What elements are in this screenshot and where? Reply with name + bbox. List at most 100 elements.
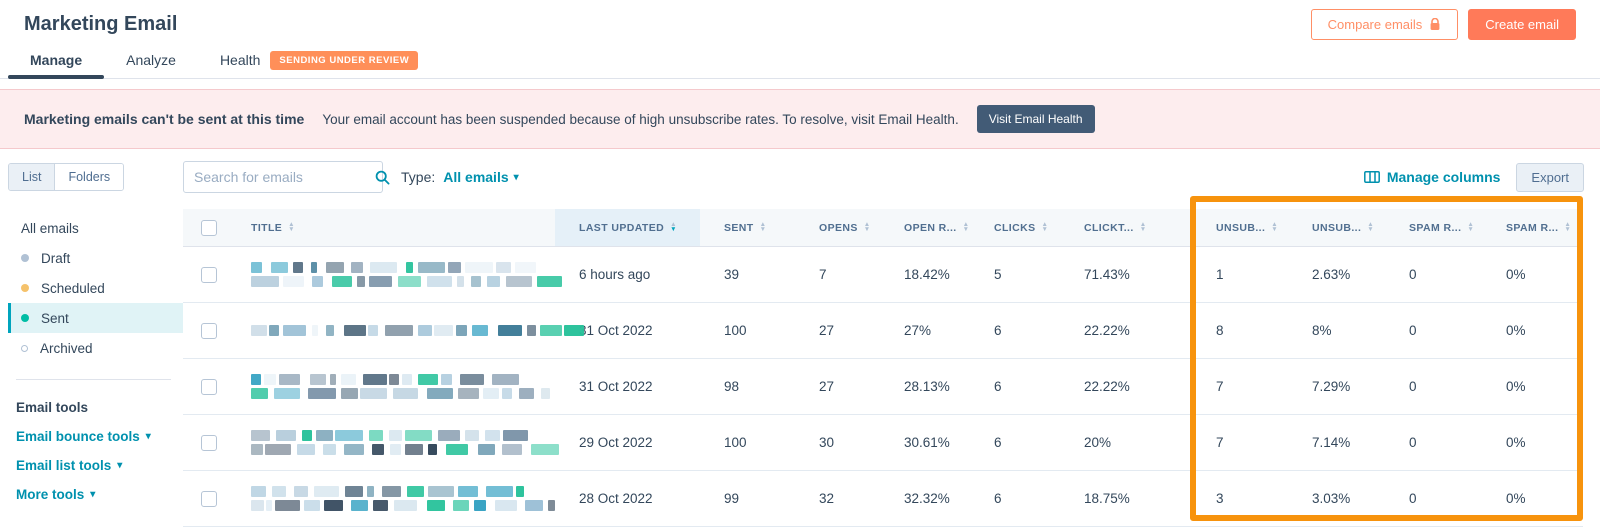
sidebar-item-all-emails[interactable]: All emails bbox=[8, 213, 183, 243]
visit-email-health-button[interactable]: Visit Email Health bbox=[976, 105, 1095, 133]
cell-clickthrough: 22.22% bbox=[1084, 323, 1130, 338]
email-tools-links: Email bounce tools ▾ Email list tools ▾ More… bbox=[8, 429, 183, 502]
email-title-redacted[interactable] bbox=[235, 322, 584, 339]
cell-clicks: 6 bbox=[994, 323, 1002, 338]
column-header-sent[interactable]: SENT ▲ ▼ bbox=[724, 221, 767, 234]
table-row: 31 Oct 2022 100 27 27% 6 22.22% 8 8% 0 0… bbox=[183, 303, 1583, 359]
cell-spam-rate: 0% bbox=[1506, 491, 1526, 506]
cell-spam-reports: 0 bbox=[1409, 491, 1417, 506]
cell-opens: 30 bbox=[819, 435, 835, 450]
sort-icon: ▲ ▼ bbox=[962, 221, 970, 233]
table-row: 31 Oct 2022 98 27 28.13% 6 22.22% 7 7.29… bbox=[183, 359, 1583, 415]
cell-unsubscribe-rate: 7.29% bbox=[1312, 379, 1351, 394]
sort-icon: ▲ ▼ bbox=[1271, 221, 1279, 233]
search-icon[interactable] bbox=[375, 170, 390, 185]
cell-spam-rate: 0% bbox=[1506, 379, 1526, 394]
cell-unsubscribed: 3 bbox=[1216, 491, 1224, 506]
tool-link-email-list-tools[interactable]: Email list tools ▾ bbox=[16, 458, 123, 473]
row-checkbox[interactable] bbox=[201, 266, 217, 283]
cell-sent: 98 bbox=[724, 379, 740, 394]
tab-analyze[interactable]: Analyze bbox=[126, 52, 176, 68]
column-header-opens[interactable]: OPENS ▲ ▼ bbox=[819, 221, 871, 234]
sort-icon: ▲ ▼ bbox=[1564, 221, 1572, 233]
cell-unsubscribe-rate: 8% bbox=[1312, 323, 1332, 338]
column-header-unsubscribe-rate[interactable]: UNSUB... ▲ ▼ bbox=[1312, 221, 1375, 234]
email-title-redacted[interactable] bbox=[235, 483, 555, 514]
chevron-down-icon: ▾ bbox=[117, 460, 123, 471]
topbar-actions: Compare emails Create email bbox=[1310, 8, 1576, 40]
email-title-redacted[interactable] bbox=[235, 427, 559, 458]
table-header-row: TITLE ▲ ▼ LAST UPDATED ▲ ▼ SENT ▲ ▼ OPENS ▲ ▼ OP… bbox=[183, 209, 1583, 247]
compare-emails-button[interactable]: Compare emails bbox=[1310, 8, 1459, 40]
lock-icon bbox=[1429, 17, 1441, 31]
tab-bar: Manage Analyze Health SENDING UNDER REVI… bbox=[0, 42, 1600, 79]
sidebar-item-label: Archived bbox=[40, 340, 93, 356]
column-header-clicks[interactable]: CLICKS ▲ ▼ bbox=[994, 221, 1049, 234]
create-email-button[interactable]: Create email bbox=[1468, 8, 1576, 40]
view-toggle: List Folders bbox=[8, 163, 125, 191]
cell-spam-rate: 0% bbox=[1506, 435, 1526, 450]
row-checkbox[interactable] bbox=[201, 322, 217, 339]
cell-spam-reports: 0 bbox=[1409, 435, 1417, 450]
cell-opens: 27 bbox=[819, 379, 835, 394]
view-toggle-list[interactable]: List bbox=[9, 164, 56, 190]
sidebar-item-draft[interactable]: Draft bbox=[8, 243, 183, 273]
search-input[interactable] bbox=[194, 169, 375, 185]
tool-link-more-tools[interactable]: More tools ▾ bbox=[16, 487, 96, 502]
sidebar-item-scheduled[interactable]: Scheduled bbox=[8, 273, 183, 303]
cell-sent: 39 bbox=[724, 267, 740, 282]
alert-message: Your email account has been suspended be… bbox=[322, 111, 959, 127]
column-header-unsubscribed[interactable]: UNSUB... ▲ ▼ bbox=[1216, 221, 1279, 234]
view-toggle-folders[interactable]: Folders bbox=[55, 164, 124, 190]
cell-unsubscribed: 1 bbox=[1216, 267, 1224, 282]
main-panel: Type: All emails ▾ Manage columns Export bbox=[183, 161, 1584, 527]
sort-icon: ▲ ▼ bbox=[670, 221, 677, 233]
email-title-redacted[interactable] bbox=[235, 371, 555, 402]
cell-open-rate: 18.42% bbox=[904, 267, 950, 282]
cell-sent: 99 bbox=[724, 491, 740, 506]
cell-clickthrough: 18.75% bbox=[1084, 491, 1130, 506]
sort-icon: ▲ ▼ bbox=[863, 221, 871, 233]
sidebar-item-label: Scheduled bbox=[41, 280, 105, 296]
column-header-last-updated[interactable]: LAST UPDATED ▲ ▼ bbox=[555, 209, 700, 246]
sidebar-item-sent[interactable]: Sent bbox=[8, 303, 183, 333]
cell-unsubscribe-rate: 2.63% bbox=[1312, 267, 1351, 282]
row-checkbox[interactable] bbox=[201, 490, 217, 507]
cell-last-updated: 6 hours ago bbox=[579, 267, 651, 282]
row-checkbox[interactable] bbox=[201, 434, 217, 451]
cell-unsubscribe-rate: 7.14% bbox=[1312, 435, 1351, 450]
export-button[interactable]: Export bbox=[1516, 162, 1584, 192]
cell-unsubscribed: 7 bbox=[1216, 435, 1224, 450]
sort-icon: ▲ ▼ bbox=[1467, 221, 1475, 233]
column-header-open-rate[interactable]: OPEN R... ▲ ▼ bbox=[904, 221, 970, 234]
column-header-spam-reports[interactable]: SPAM R... ▲ ▼ bbox=[1409, 221, 1475, 234]
tab-manage[interactable]: Manage bbox=[8, 42, 105, 79]
sort-icon: ▲ ▼ bbox=[288, 221, 296, 233]
table-toolbar: Type: All emails ▾ Manage columns Export bbox=[183, 161, 1584, 193]
cell-spam-reports: 0 bbox=[1409, 267, 1417, 282]
email-title-redacted[interactable] bbox=[235, 259, 562, 290]
cell-last-updated: 31 Oct 2022 bbox=[579, 323, 653, 338]
tool-link-email-bounce-tools[interactable]: Email bounce tools ▾ bbox=[16, 429, 151, 444]
sort-icon: ▲ ▼ bbox=[759, 221, 767, 233]
type-label: Type: bbox=[401, 169, 436, 185]
column-header-spam-rate[interactable]: SPAM R... ▲ ▼ bbox=[1506, 221, 1572, 234]
column-header-title[interactable]: TITLE ▲ ▼ bbox=[251, 221, 296, 234]
tab-health[interactable]: Health SENDING UNDER REVIEW bbox=[198, 42, 440, 78]
cell-clickthrough: 22.22% bbox=[1084, 379, 1130, 394]
cell-sent: 100 bbox=[724, 323, 747, 338]
column-header-clickthrough[interactable]: CLICKT... ▲ ▼ bbox=[1084, 221, 1147, 234]
cell-unsubscribed: 8 bbox=[1216, 323, 1224, 338]
select-all-checkbox[interactable] bbox=[201, 219, 217, 236]
status-dot bbox=[21, 314, 29, 322]
cell-opens: 32 bbox=[819, 491, 835, 506]
manage-columns-button[interactable]: Manage columns bbox=[1363, 169, 1500, 185]
cell-spam-rate: 0% bbox=[1506, 323, 1526, 338]
row-checkbox[interactable] bbox=[201, 378, 217, 395]
chevron-down-icon: ▾ bbox=[145, 431, 151, 442]
page-title: Marketing Email bbox=[24, 12, 178, 35]
type-filter-dropdown[interactable]: All emails ▾ bbox=[443, 169, 519, 185]
sidebar-item-label: Draft bbox=[41, 250, 71, 266]
sidebar-item-archived[interactable]: Archived bbox=[8, 333, 183, 363]
